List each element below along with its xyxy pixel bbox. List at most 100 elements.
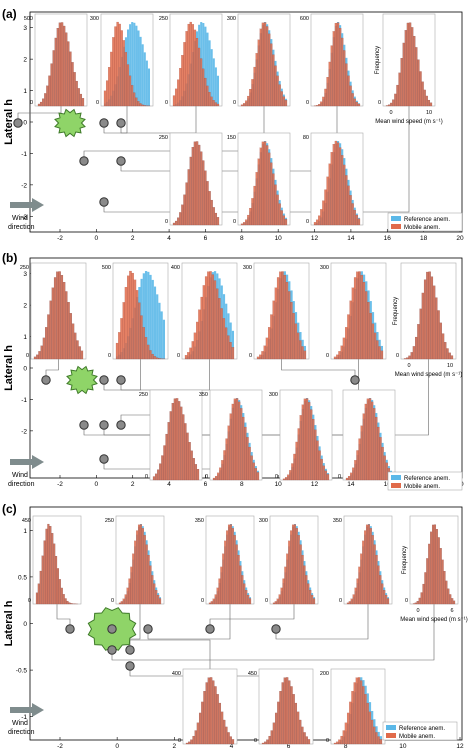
bar-mobile <box>342 730 346 745</box>
x-tick-label: 0 <box>95 235 99 242</box>
bar-mobile <box>192 458 195 481</box>
bar-mobile <box>320 101 323 107</box>
bar-reference <box>214 67 217 106</box>
bar-reference <box>139 36 142 106</box>
inset-zero-label: 0 <box>28 598 31 604</box>
sensor-point <box>116 420 126 430</box>
bar-mobile <box>330 152 333 226</box>
inset-ymax-label: 300 <box>227 16 236 22</box>
bar-mobile <box>307 583 310 605</box>
bar-mobile <box>37 583 40 605</box>
bar-mobile <box>318 104 321 107</box>
bar-mobile <box>195 38 199 107</box>
bar-mobile <box>200 296 203 360</box>
inset-histogram: 300 0 <box>243 262 310 360</box>
bar-mobile <box>130 566 133 605</box>
bar-mobile <box>377 736 380 745</box>
inset-ymax-label: 300 <box>259 518 268 524</box>
bar-mobile <box>224 540 227 605</box>
bar-mobile <box>415 336 418 360</box>
bar-mobile <box>135 97 138 107</box>
bar-mobile <box>426 271 429 360</box>
bar-mobile <box>65 32 68 107</box>
bar-mobile <box>303 350 307 360</box>
inset-xtick: 0 <box>416 608 419 614</box>
x-tick-label: -2 <box>57 235 63 242</box>
bar-mobile <box>423 89 426 107</box>
bar-mobile <box>185 182 188 226</box>
inset-xtick: 10 <box>447 363 453 369</box>
bar-mobile <box>412 603 416 605</box>
bar-mobile <box>42 337 46 360</box>
bar-mobile <box>237 554 240 605</box>
bar-mobile <box>78 346 81 360</box>
inset-xlabel: Mean wind speed (m s⁻¹) <box>400 617 468 623</box>
inset-ymax-label: 450 <box>248 671 257 677</box>
bar-mobile <box>429 102 433 107</box>
bar-mobile <box>211 274 215 360</box>
bar-mobile <box>357 677 361 745</box>
sensor-point <box>13 118 23 128</box>
bar-mobile <box>105 80 109 107</box>
bar-mobile <box>56 271 59 360</box>
bar-mobile <box>373 726 376 745</box>
wind-label: Wind <box>12 472 28 479</box>
x-tick-label: 6 <box>204 235 208 242</box>
bar-mobile <box>67 302 70 360</box>
bar-mobile <box>367 302 370 360</box>
bar-mobile <box>385 105 389 107</box>
bar-mobile <box>126 587 129 605</box>
bar-reference <box>162 319 165 359</box>
bar-mobile <box>244 426 247 481</box>
bar-mobile <box>284 477 288 481</box>
bar-mobile <box>68 602 71 605</box>
bar-mobile <box>122 598 125 605</box>
bar-mobile <box>270 730 274 745</box>
bar-mobile <box>118 332 121 360</box>
panel-b: 3210-1-2-3-202468101214161820(b)Lateral … <box>2 251 464 491</box>
bar-mobile <box>224 327 228 360</box>
bar-mobile <box>398 72 401 107</box>
bar-mobile <box>299 544 302 605</box>
bar-mobile <box>103 90 107 107</box>
bar-mobile <box>183 194 186 226</box>
bar-mobile <box>375 732 378 745</box>
bar-mobile <box>214 475 218 481</box>
bar-mobile <box>259 28 263 107</box>
inset-xtick: 0 <box>389 110 392 116</box>
inset-zero-label: 0 <box>233 100 236 106</box>
bar-reference <box>137 30 140 106</box>
bar-mobile <box>379 739 383 745</box>
inset-ylabel: Frequency <box>375 46 381 74</box>
bar-mobile <box>214 212 218 226</box>
connector-line <box>275 604 369 640</box>
bar-mobile <box>256 472 260 481</box>
bar-mobile <box>394 93 397 107</box>
bar-mobile <box>353 98 356 107</box>
bar-mobile <box>115 342 119 360</box>
bar-reference <box>212 58 215 106</box>
inset-histogram: 400 0 <box>172 668 238 745</box>
bar-mobile <box>185 31 188 107</box>
bar-mobile <box>67 41 70 107</box>
bar-mobile <box>294 323 298 360</box>
bar-mobile <box>316 440 319 481</box>
bar-mobile <box>360 425 363 481</box>
bar-mobile <box>368 398 372 481</box>
bar-mobile <box>212 477 216 481</box>
bar-mobile <box>276 598 279 605</box>
bar-mobile <box>268 735 271 745</box>
bar-reference <box>231 330 234 359</box>
bar-mobile <box>179 68 182 107</box>
bar-mobile <box>362 282 366 360</box>
bar-mobile <box>443 571 446 605</box>
inset-ymax-label: 200 <box>320 671 329 677</box>
connector-line <box>103 359 141 391</box>
obstacle-tree <box>66 365 98 395</box>
bar-mobile <box>202 285 206 360</box>
inset-ymax-label: 250 <box>105 518 114 524</box>
x-tick-label: 14 <box>347 481 355 488</box>
bar-mobile <box>282 578 285 605</box>
bar-mobile <box>177 401 181 481</box>
